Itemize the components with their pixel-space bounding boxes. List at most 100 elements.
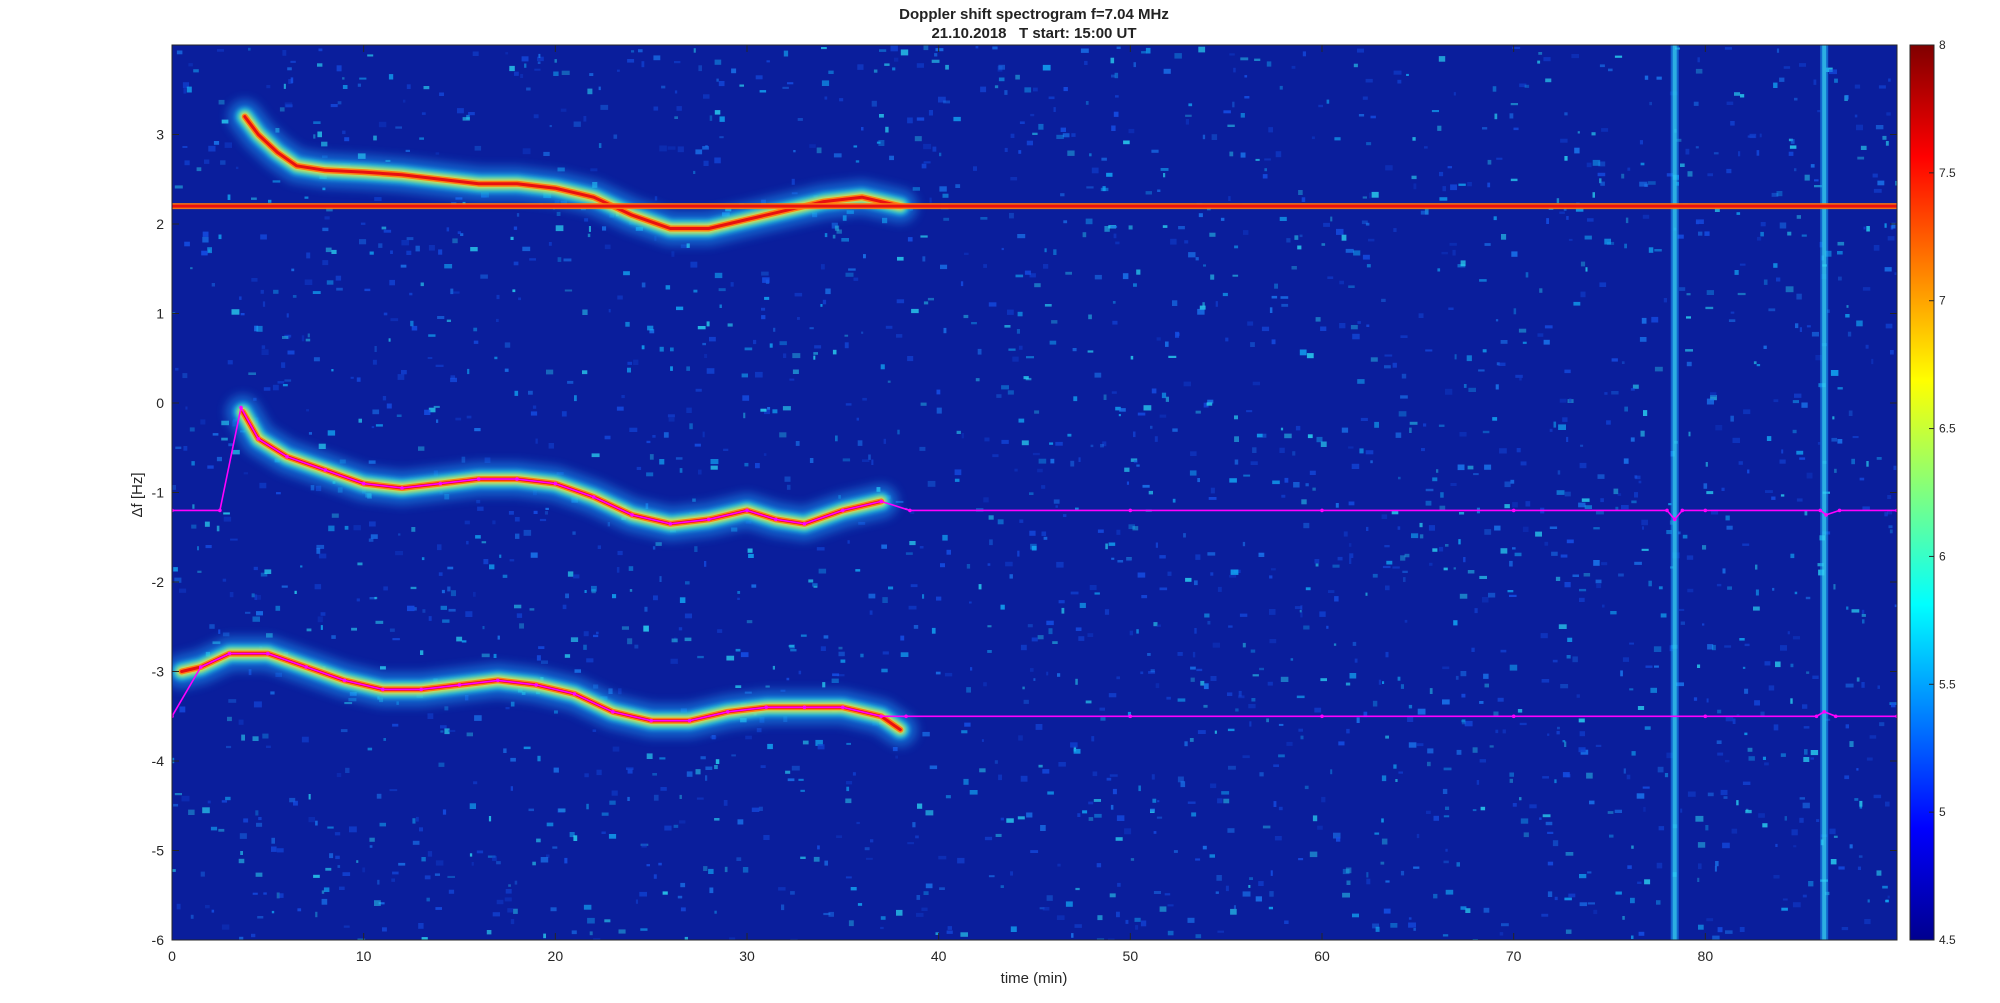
- noise-speck: [1586, 162, 1592, 168]
- noise-speck: [1717, 709, 1722, 714]
- noise-speck: [916, 895, 921, 900]
- noise-speck: [248, 47, 251, 51]
- noise-speck: [1050, 458, 1055, 464]
- noise-speck: [253, 701, 262, 708]
- noise-speck: [1164, 893, 1171, 896]
- noise-speck: [1614, 55, 1623, 58]
- noise-speck: [538, 53, 541, 58]
- noise-speck: [1445, 806, 1450, 810]
- noise-speck: [1679, 287, 1686, 291]
- noise-speck: [1705, 462, 1708, 467]
- noise-speck: [1706, 698, 1709, 703]
- noise-speck: [532, 405, 537, 409]
- noise-speck: [1557, 726, 1560, 730]
- noise-speck: [1445, 544, 1449, 547]
- noise-speck: [440, 725, 447, 729]
- noise-speck: [1722, 568, 1726, 574]
- noise-speck: [1001, 439, 1009, 444]
- noise-speck: [1280, 296, 1289, 299]
- noise-speck: [1801, 402, 1808, 408]
- noise-speck: [514, 880, 518, 885]
- noise-speck: [1792, 636, 1800, 640]
- noise-speck: [1366, 142, 1372, 146]
- noise-speck: [1427, 761, 1431, 767]
- noise-speck: [1487, 182, 1491, 188]
- noise-speck: [857, 64, 864, 70]
- noise-speck: [564, 654, 571, 658]
- noise-speck: [1133, 460, 1138, 464]
- noise-speck: [1806, 671, 1810, 674]
- noise-speck: [1087, 633, 1094, 637]
- noise-speck: [923, 143, 932, 150]
- noise-speck: [1227, 692, 1233, 696]
- fitted-point: [381, 687, 385, 692]
- noise-speck: [816, 547, 825, 551]
- noise-speck: [1141, 595, 1148, 599]
- noise-speck: [192, 504, 195, 509]
- noise-speck: [1599, 64, 1605, 68]
- noise-speck: [1017, 816, 1025, 820]
- noise-speck: [971, 322, 977, 325]
- noise-speck: [1860, 145, 1867, 150]
- noise-speck: [252, 892, 258, 895]
- noise-speck: [240, 851, 243, 855]
- noise-speck: [1862, 506, 1870, 511]
- noise-speck: [916, 117, 925, 121]
- noise-speck: [313, 121, 321, 124]
- fitted-point: [764, 705, 768, 710]
- noise-speck: [782, 86, 789, 89]
- noise-speck: [444, 706, 449, 711]
- noise-speck: [1198, 46, 1206, 53]
- noise-speck: [462, 117, 470, 121]
- noise-speck: [336, 65, 342, 72]
- noise-speck: [597, 545, 601, 549]
- noise-speck: [879, 114, 884, 118]
- noise-speck: [1404, 553, 1410, 558]
- noise-speck: [223, 512, 230, 515]
- noise-speck: [1738, 151, 1741, 157]
- noise-speck: [276, 848, 284, 853]
- noise-speck: [1598, 161, 1606, 167]
- noise-speck: [290, 77, 294, 84]
- noise-speck: [1351, 463, 1360, 469]
- noise-speck: [1564, 369, 1571, 374]
- noise-speck: [1799, 457, 1806, 460]
- noise-speck: [261, 345, 266, 349]
- noise-speck: [1202, 134, 1206, 140]
- noise-speck: [1180, 781, 1186, 788]
- noise-speck: [1408, 704, 1413, 709]
- noise-speck: [1479, 279, 1487, 282]
- noise-speck: [679, 468, 683, 473]
- noise-speck: [1215, 301, 1218, 307]
- noise-speck: [1352, 641, 1357, 646]
- noise-speck: [1216, 875, 1222, 881]
- noise-speck: [1065, 901, 1073, 907]
- noise-speck: [1228, 625, 1233, 628]
- noise-speck: [419, 827, 423, 832]
- noise-speck: [1866, 461, 1869, 467]
- noise-speck: [880, 916, 886, 920]
- noise-speck: [1027, 624, 1033, 628]
- noise-speck: [1071, 933, 1074, 938]
- noise-speck: [897, 429, 900, 435]
- noise-speck: [1223, 798, 1230, 804]
- noise-speck: [1745, 809, 1752, 814]
- noise-speck: [690, 261, 698, 268]
- noise-speck: [435, 907, 442, 910]
- noise-speck: [306, 628, 312, 632]
- noise-speck: [1780, 753, 1786, 757]
- noise-speck: [1208, 497, 1217, 500]
- noise-speck: [823, 635, 829, 639]
- noise-speck: [934, 53, 938, 57]
- noise-speck: [1837, 251, 1843, 255]
- noise-speck: [1638, 480, 1642, 484]
- y-tick-label: -2: [152, 574, 165, 590]
- noise-speck: [787, 82, 794, 85]
- noise-speck: [1412, 137, 1416, 141]
- noise-speck: [279, 107, 285, 112]
- noise-speck: [224, 142, 232, 148]
- noise-speck: [1859, 800, 1863, 807]
- noise-speck: [1358, 114, 1365, 117]
- noise-speck: [220, 160, 226, 165]
- noise-speck: [736, 857, 742, 861]
